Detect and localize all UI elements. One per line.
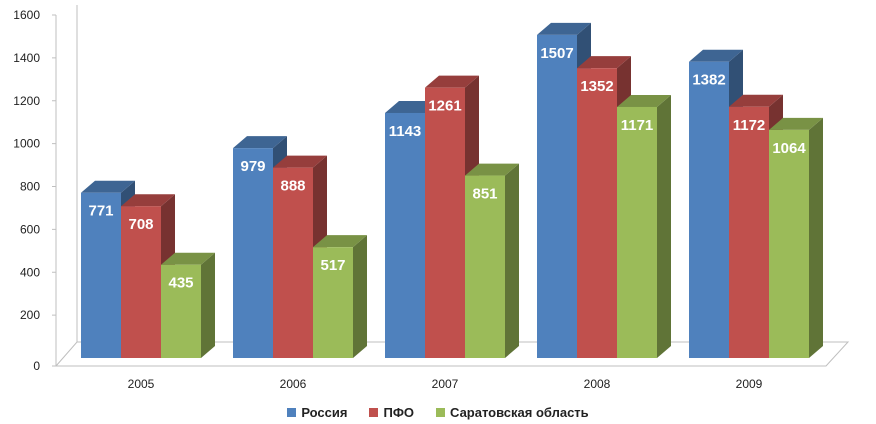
bar: 435 xyxy=(161,252,215,358)
bar-value-label: 888 xyxy=(280,178,305,195)
y-tick-label: 1200 xyxy=(13,94,40,108)
bar-top xyxy=(233,136,287,149)
legend-label: Россия xyxy=(301,404,348,420)
bar-front xyxy=(617,106,657,358)
bar-value-label: 1171 xyxy=(621,117,654,134)
bar-top xyxy=(313,235,367,248)
bar-front xyxy=(425,87,465,358)
legend-label: Саратовская область xyxy=(450,404,589,420)
bar-side xyxy=(809,117,823,358)
bar-front xyxy=(81,192,121,358)
bar-value-label: 1064 xyxy=(772,140,806,157)
bar-front xyxy=(577,68,617,358)
bar: 1171 xyxy=(617,94,671,359)
bar-top xyxy=(537,22,591,35)
x-axis: 2005 2006 2007 2008 2009 xyxy=(128,377,763,391)
bar: 517 xyxy=(313,235,367,358)
bar-value-label: 851 xyxy=(472,186,497,203)
bar: 851 xyxy=(465,163,519,358)
bar-front xyxy=(313,247,353,358)
bar-front xyxy=(121,206,161,358)
legend-label: ПФО xyxy=(383,404,415,420)
bar-front xyxy=(769,129,809,358)
bar-top xyxy=(465,163,519,176)
bar-value-label: 1143 xyxy=(389,123,422,140)
x-tick-label: 2009 xyxy=(736,377,763,391)
bar-front xyxy=(465,175,505,358)
bar-value-label: 1172 xyxy=(733,117,766,134)
bar-value-label: 708 xyxy=(128,216,153,233)
bar-value-label: 1352 xyxy=(580,78,613,95)
bar-top xyxy=(81,180,135,193)
legend-item: Саратовская область xyxy=(436,405,589,420)
y-tick-label: 200 xyxy=(20,308,40,322)
legend-swatch xyxy=(287,407,297,417)
bar: 1064 xyxy=(769,117,823,358)
bar-top xyxy=(689,49,743,62)
bar-front xyxy=(233,148,273,358)
bar-value-label: 1507 xyxy=(540,45,573,62)
bar-front xyxy=(273,167,313,358)
bar-value-label: 435 xyxy=(168,275,193,292)
legend-item: ПФО xyxy=(369,405,414,420)
bar-front xyxy=(161,264,201,358)
legend-swatch xyxy=(369,407,379,417)
bar-top xyxy=(617,94,671,107)
bar-front xyxy=(729,106,769,358)
bar-top xyxy=(161,252,215,265)
bar-top xyxy=(729,94,783,107)
y-tick-label: 1000 xyxy=(13,137,40,151)
y-tick-label: 1400 xyxy=(13,51,40,65)
bar-top xyxy=(769,117,823,130)
legend-swatch xyxy=(436,407,446,417)
bar-side xyxy=(505,163,519,358)
bar-front xyxy=(385,112,425,358)
y-tick-label: 0 xyxy=(33,359,40,373)
y-axis: 0 200 400 600 800 1000 1200 1400 1600 xyxy=(13,8,57,373)
bar-value-label: 771 xyxy=(88,203,113,220)
x-tick-label: 2005 xyxy=(128,377,155,391)
bar-side xyxy=(657,94,671,359)
bar-value-label: 1382 xyxy=(692,72,725,89)
x-tick-label: 2006 xyxy=(280,377,307,391)
legend-item: Россия xyxy=(287,405,347,420)
y-tick-label: 600 xyxy=(20,222,40,236)
x-tick-label: 2008 xyxy=(584,377,611,391)
bar-top xyxy=(577,56,631,69)
bar-front xyxy=(537,34,577,358)
x-tick-label: 2007 xyxy=(432,377,459,391)
legend: Россия ПФО Саратовская область xyxy=(0,402,876,422)
bars: 771 708 435 979 888 517 1143 1261 851 1507 1352 117… xyxy=(81,22,823,359)
bar-side xyxy=(201,252,215,358)
bar-top xyxy=(121,194,175,207)
bar: 888 xyxy=(273,155,327,358)
y-tick-label: 800 xyxy=(20,180,40,194)
bar-front xyxy=(689,61,729,358)
bar-side xyxy=(353,235,367,358)
bar-value-label: 979 xyxy=(240,158,265,175)
y-tick-label: 1600 xyxy=(13,8,40,22)
bar-value-label: 517 xyxy=(320,257,345,274)
bar-top xyxy=(425,75,479,88)
bar-value-label: 1261 xyxy=(428,98,461,115)
bar-top xyxy=(273,155,327,168)
y-tick-label: 400 xyxy=(20,265,40,279)
